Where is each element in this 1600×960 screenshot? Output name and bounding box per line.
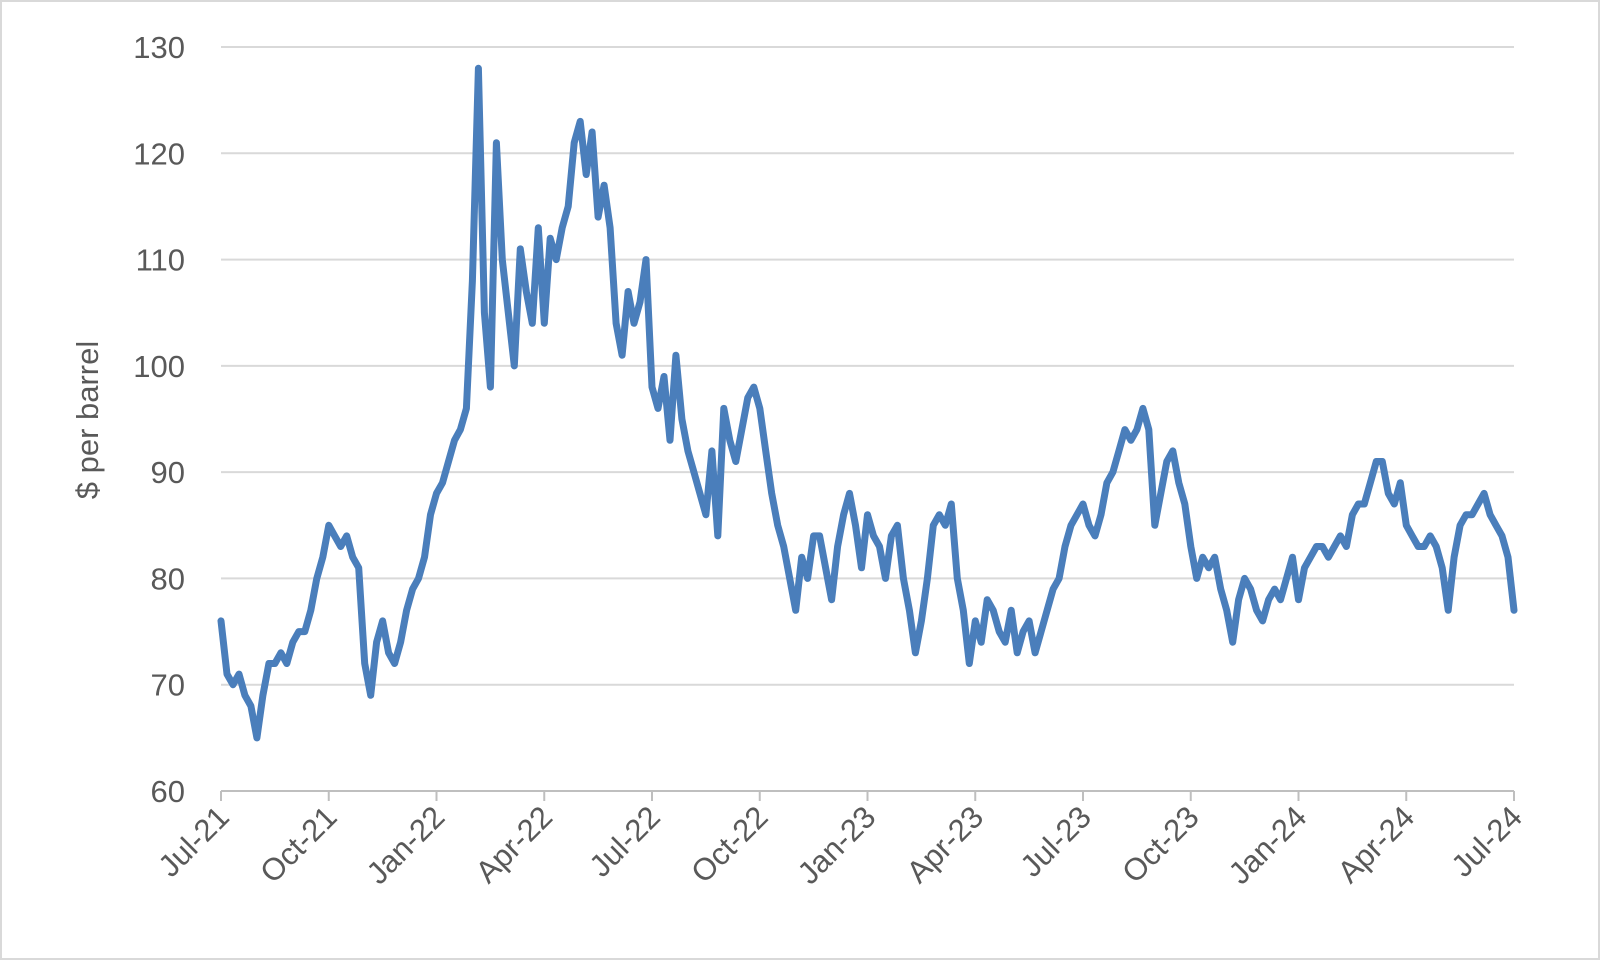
y-tick-label: 130 [133,30,185,65]
y-axis-title: $ per barrel [70,341,105,500]
y-tick-label: 110 [136,243,185,278]
price-line [217,64,1518,742]
y-tick-label: 70 [151,668,185,703]
y-tick-label: 100 [133,349,185,384]
y-tick-label: 120 [133,136,185,171]
y-tick-label: 80 [151,561,185,596]
y-tick-label: 60 [151,774,185,809]
y-tick-label: 90 [151,455,185,490]
